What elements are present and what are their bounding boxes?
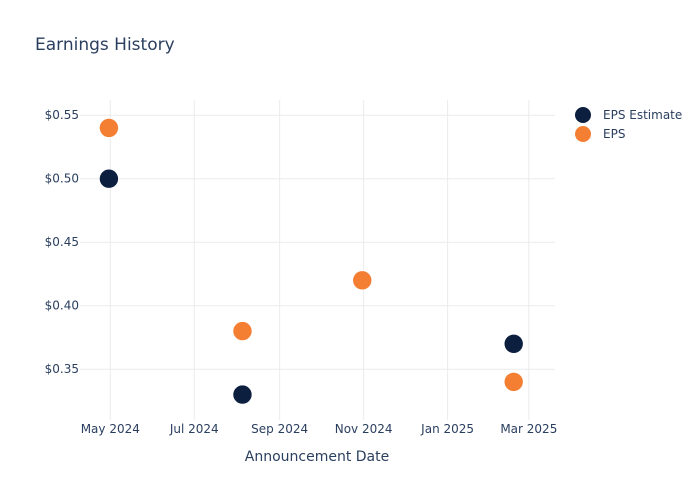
- y-tick-label: $0.40: [45, 299, 79, 313]
- data-point-eps[interactable]: [232, 321, 253, 341]
- data-point-eps-estimate[interactable]: [232, 384, 253, 405]
- y-tick-label: $0.45: [45, 235, 79, 249]
- x-tick-label: Mar 2025: [500, 422, 557, 436]
- y-tick-label: $0.50: [45, 172, 79, 186]
- data-point-eps-estimate[interactable]: [99, 168, 119, 189]
- x-tick-label: Jan 2025: [420, 422, 474, 436]
- x-tick-label: Sep 2024: [251, 422, 308, 436]
- legend-marker-icon: [575, 126, 591, 142]
- chart-title: Earnings History: [35, 35, 175, 55]
- data-point-eps-estimate[interactable]: [503, 334, 524, 354]
- grid: [80, 100, 555, 420]
- data-point-eps[interactable]: [352, 270, 373, 291]
- legend-label: EPS: [603, 127, 625, 141]
- data-point-eps[interactable]: [99, 118, 119, 138]
- x-axis-title: Announcement Date: [245, 449, 389, 465]
- x-tick-label: Jul 2024: [169, 422, 219, 436]
- legend-marker-icon: [575, 107, 591, 123]
- legend-label: EPS Estimate: [603, 108, 682, 122]
- y-tick-label: $0.55: [45, 108, 79, 122]
- y-tick-label: $0.35: [45, 362, 79, 376]
- legend[interactable]: EPS Estimate EPS: [575, 107, 682, 142]
- x-tick-label: May 2024: [81, 422, 140, 436]
- data-point-eps[interactable]: [503, 372, 524, 392]
- x-tick-label: Nov 2024: [335, 422, 393, 436]
- data-points: [99, 118, 524, 405]
- axis-ticks: May 2024 Jul 2024 Sep 2024 Nov 2024 Jan 2025…: [45, 108, 558, 436]
